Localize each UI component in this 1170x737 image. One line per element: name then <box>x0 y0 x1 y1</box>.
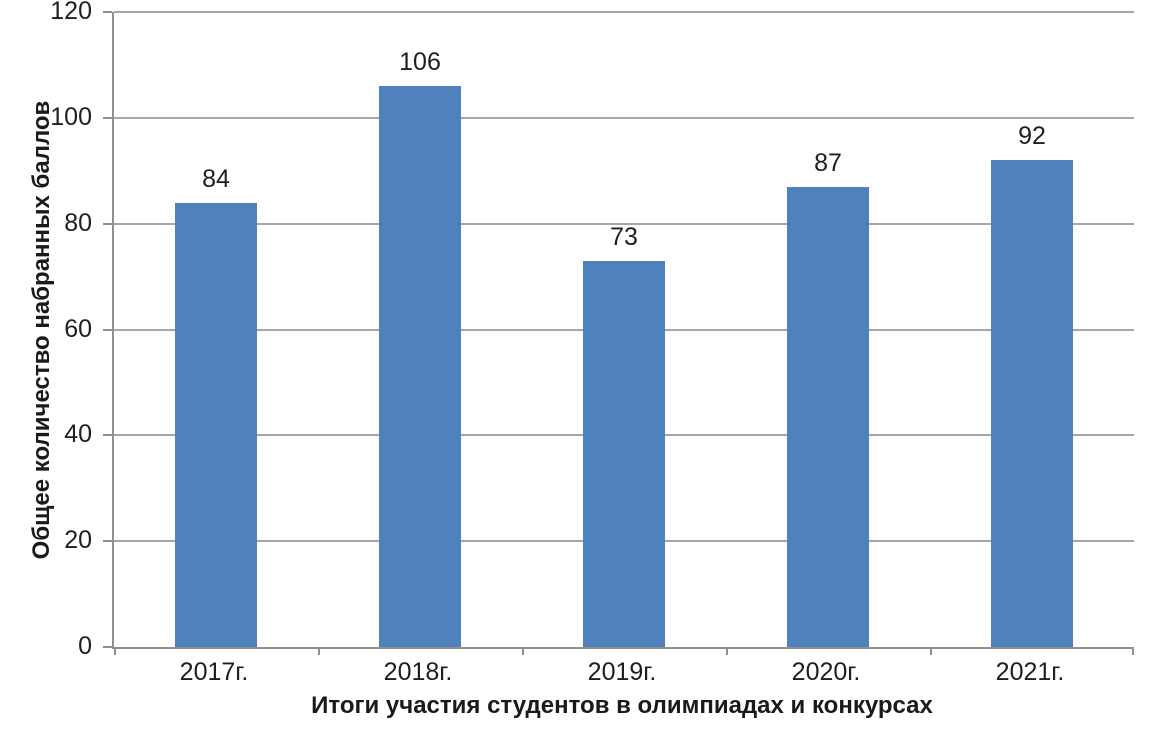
x-tick-mark <box>726 647 728 655</box>
y-tick-label: 60 <box>64 314 92 343</box>
y-tick-mark <box>103 222 112 225</box>
x-axis-title: Итоги участия студентов в олимпиадах и к… <box>311 692 933 719</box>
y-tick-label: 120 <box>50 0 92 25</box>
x-tick-label: 2018г. <box>383 658 453 686</box>
data-label: 106 <box>399 48 441 77</box>
gridline-y80 <box>114 222 1134 225</box>
y-tick-mark <box>103 11 112 13</box>
bar-2021 <box>991 160 1073 647</box>
x-tick-mark <box>1132 647 1134 655</box>
y-tick-label: 40 <box>64 420 92 449</box>
data-label: 73 <box>610 222 638 251</box>
x-tick-mark <box>522 647 524 655</box>
y-tick-label: 20 <box>64 526 92 555</box>
y-tick-label: 80 <box>64 208 92 237</box>
gridline-y100 <box>114 116 1134 119</box>
y-tick-label: 100 <box>50 102 92 131</box>
data-label: 84 <box>202 164 230 193</box>
y-tick-mark <box>103 646 112 648</box>
data-label: 92 <box>1018 122 1046 151</box>
y-tick-mark <box>103 328 112 331</box>
y-tick-label: 0 <box>78 632 92 660</box>
x-tick-label: 2017г. <box>179 658 249 686</box>
x-tick-label: 2021г. <box>995 658 1065 686</box>
y-tick-mark <box>103 116 112 119</box>
x-tick-mark <box>114 647 116 655</box>
bar-2017 <box>175 202 257 647</box>
bar-2018 <box>379 86 461 647</box>
data-label: 87 <box>814 148 842 177</box>
y-tick-mark <box>103 434 112 437</box>
plot-area: 84 106 73 87 92 <box>103 11 1134 655</box>
y-tick-mark <box>103 540 112 543</box>
gridline-y120 <box>114 11 1134 13</box>
x-tick-label: 2020г. <box>791 658 861 686</box>
bar-2019 <box>583 260 665 647</box>
x-tick-mark <box>318 647 320 655</box>
bar-2020 <box>787 186 869 647</box>
x-tick-label: 2019г. <box>587 658 657 686</box>
x-tick-mark <box>930 647 932 655</box>
